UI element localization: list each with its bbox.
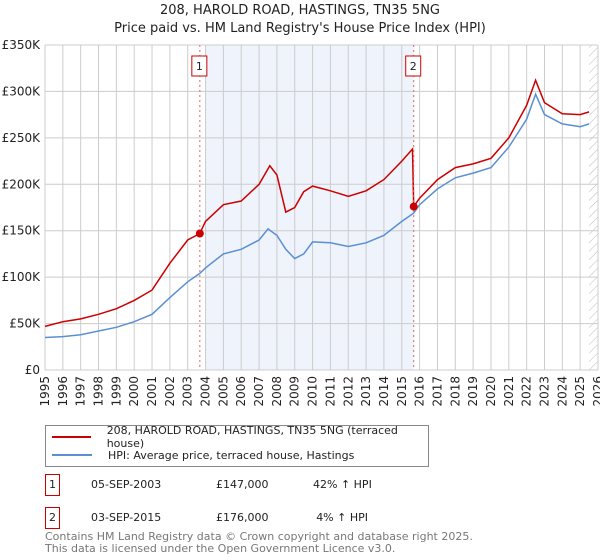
x-tick-label: 2012 [341, 376, 355, 407]
y-tick-label: £150K [2, 224, 42, 238]
sale-point [409, 202, 418, 211]
x-tick-label: 2011 [323, 376, 337, 407]
shaded-period [205, 45, 414, 370]
x-tick-label: 2004 [199, 376, 213, 407]
sale-marker-box [405, 55, 422, 77]
x-tick-label: 2000 [127, 376, 141, 407]
x-tick-label: 2002 [163, 376, 177, 407]
hpi-line [44, 92, 590, 339]
sale-date: 03-SEP-2015 [91, 511, 162, 524]
x-tick-label: 2008 [270, 376, 284, 407]
x-tick-label: 1995 [38, 376, 52, 407]
forecast-hatch [589, 45, 598, 370]
legend: 208, HAROLD ROAD, HASTINGS, TN35 5NG (te… [45, 424, 429, 467]
y-tick-label: £350K [2, 38, 42, 52]
x-tick-label: 1999 [109, 376, 123, 407]
x-tick-label: 2021 [502, 376, 516, 407]
sale-badge: 1 [45, 474, 60, 496]
footer: Contains HM Land Registry data © Crown c… [45, 531, 473, 555]
x-tick-label: 2015 [395, 376, 409, 407]
legend-label-hpi: HPI: Average price, terraced house, Hast… [108, 448, 355, 462]
x-tick-label: 2001 [145, 376, 159, 407]
y-tick-label: £0 [25, 363, 40, 377]
legend-swatch-hpi [52, 454, 92, 456]
x-tick-label: 2007 [252, 376, 266, 407]
legend-item-hpi: HPI: Average price, terraced house, Hast… [52, 447, 354, 463]
x-tick-label: 2016 [413, 376, 427, 407]
x-tick-label: 2018 [448, 376, 462, 407]
x-tick-label: 2026 [591, 376, 600, 407]
x-tick-label: 2005 [216, 376, 230, 407]
y-tick-label: £200K [2, 177, 42, 191]
x-tick-label: 2014 [377, 376, 391, 407]
sale-point [195, 229, 204, 238]
x-tick-label: 1998 [92, 376, 106, 407]
x-tick-label: 2010 [306, 376, 320, 407]
chart-subtitle: Price paid vs. HM Land Registry's House … [114, 21, 486, 36]
x-tick-label: 2024 [555, 376, 569, 407]
sale-badge: 2 [45, 507, 60, 529]
sale-price: £147,000 [216, 478, 269, 491]
x-tick-label: 2022 [520, 376, 534, 407]
x-tick-label: 1996 [56, 376, 70, 407]
x-tick-label: 2009 [288, 376, 302, 407]
footer-copyright: Contains HM Land Registry data © Crown c… [45, 530, 473, 543]
sale-marker-box [191, 55, 208, 77]
sale-hpi-diff: 42% ↑ HPI [313, 478, 372, 491]
y-tick-label: £300K [2, 84, 42, 98]
legend-item-property: 208, HAROLD ROAD, HASTINGS, TN35 5NG (te… [52, 424, 428, 450]
sale-marker-label: 2 [410, 60, 417, 73]
x-tick-label: 2017 [430, 376, 444, 407]
legend-label-property: 208, HAROLD ROAD, HASTINGS, TN35 5NG (te… [106, 424, 398, 450]
x-tick-label: 2020 [484, 376, 498, 407]
x-tick-label: 2006 [234, 376, 248, 407]
x-tick-label: 2003 [181, 376, 195, 407]
sale-price: £176,000 [216, 511, 269, 524]
x-tick-label: 2023 [537, 376, 551, 407]
property-price-line [44, 78, 590, 328]
sale-marker-label: 1 [196, 60, 203, 73]
y-tick-label: £250K [2, 131, 42, 145]
y-tick-label: £50K [9, 317, 41, 331]
x-tick-label: 2025 [573, 376, 587, 407]
sale-hpi-diff: 4% ↑ HPI [316, 511, 368, 524]
x-tick-label: 1997 [74, 376, 88, 407]
x-tick-label: 2013 [359, 376, 373, 407]
sale-date: 05-SEP-2003 [91, 478, 162, 491]
chart-title: 208, HAROLD ROAD, HASTINGS, TN35 5NG [159, 3, 441, 18]
y-tick-label: £100K [2, 270, 42, 284]
price-chart: 1995 1996 1997 1998 1999 2000 2001 2002 2003 2004… [2, 38, 600, 407]
legend-swatch-property [52, 436, 91, 438]
footer-licence: This data is licensed under the Open Gov… [45, 542, 396, 555]
x-tick-label: 2019 [466, 376, 480, 407]
